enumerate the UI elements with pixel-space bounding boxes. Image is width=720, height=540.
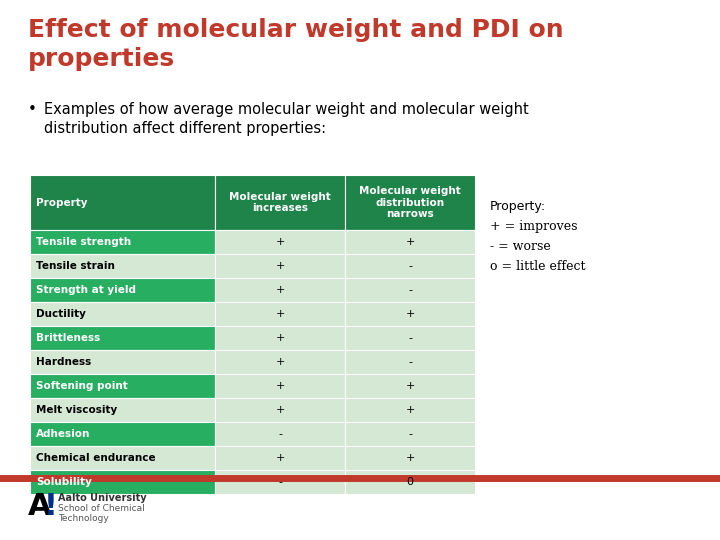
Bar (30, 374, 215, 398)
Bar (215, 175, 345, 230)
Bar (30, 422, 215, 446)
Bar (30, 350, 215, 374)
Text: Molecular weight
distribution
narrows: Molecular weight distribution narrows (359, 186, 461, 219)
Text: Chemical endurance: Chemical endurance (36, 453, 156, 463)
Text: +: + (275, 261, 284, 271)
Text: -: - (408, 285, 412, 295)
Text: -: - (408, 357, 412, 367)
Text: -: - (278, 477, 282, 487)
Text: +: + (275, 333, 284, 343)
Bar (30, 302, 215, 326)
Text: Property: Property (36, 198, 88, 207)
Text: +: + (405, 381, 415, 391)
Bar (30, 398, 215, 422)
Text: •: • (28, 102, 37, 117)
Text: Brittleness: Brittleness (36, 333, 100, 343)
Bar (215, 278, 345, 302)
Bar (345, 326, 475, 350)
Text: Molecular weight
increases: Molecular weight increases (229, 192, 331, 213)
Bar (345, 470, 475, 494)
Bar (215, 374, 345, 398)
Text: Adhesion: Adhesion (36, 429, 91, 439)
Bar (215, 326, 345, 350)
Text: +: + (405, 237, 415, 247)
Text: -: - (278, 429, 282, 439)
Text: Property:: Property: (490, 200, 546, 213)
Text: Tensile strain: Tensile strain (36, 261, 115, 271)
Bar (345, 278, 475, 302)
Text: Solubility: Solubility (36, 477, 92, 487)
Text: +: + (405, 309, 415, 319)
Bar (345, 175, 475, 230)
Bar (215, 254, 345, 278)
Text: Examples of how average molecular weight and molecular weight
distribution affec: Examples of how average molecular weight… (44, 102, 528, 136)
Text: +: + (405, 453, 415, 463)
Bar (345, 302, 475, 326)
Bar (215, 302, 345, 326)
Text: +: + (275, 237, 284, 247)
Bar (345, 230, 475, 254)
Bar (30, 326, 215, 350)
Text: o = little effect: o = little effect (490, 260, 585, 273)
Text: School of Chemical: School of Chemical (58, 504, 145, 513)
Text: Tensile strength: Tensile strength (36, 237, 131, 247)
Text: + = improves: + = improves (490, 220, 577, 233)
Bar (30, 446, 215, 470)
Text: +: + (275, 285, 284, 295)
Text: +: + (405, 405, 415, 415)
Bar (30, 254, 215, 278)
Bar (30, 470, 215, 494)
Bar (30, 278, 215, 302)
Text: +: + (275, 453, 284, 463)
Bar (30, 230, 215, 254)
Text: A: A (28, 492, 52, 521)
Text: !: ! (44, 492, 58, 521)
Bar (345, 446, 475, 470)
Text: - = worse: - = worse (490, 240, 551, 253)
Text: Aalto University: Aalto University (58, 493, 147, 503)
Text: +: + (275, 357, 284, 367)
Text: Softening point: Softening point (36, 381, 127, 391)
Bar (215, 422, 345, 446)
Text: Hardness: Hardness (36, 357, 91, 367)
Text: +: + (275, 309, 284, 319)
Bar (215, 350, 345, 374)
Bar (215, 470, 345, 494)
Bar (345, 422, 475, 446)
Bar (345, 350, 475, 374)
Text: -: - (408, 333, 412, 343)
Text: +: + (275, 381, 284, 391)
Text: -: - (408, 429, 412, 439)
Text: Strength at yield: Strength at yield (36, 285, 136, 295)
Bar (345, 398, 475, 422)
Bar (30, 175, 215, 230)
Text: Melt viscosity: Melt viscosity (36, 405, 117, 415)
Bar (215, 230, 345, 254)
Text: Technology: Technology (58, 514, 109, 523)
Bar (345, 374, 475, 398)
Text: Effect of molecular weight and PDI on
properties: Effect of molecular weight and PDI on pr… (28, 18, 564, 71)
Text: Ductility: Ductility (36, 309, 86, 319)
Bar (215, 398, 345, 422)
Bar (215, 446, 345, 470)
Text: 0: 0 (407, 477, 413, 487)
Text: -: - (408, 261, 412, 271)
Bar (345, 254, 475, 278)
Text: +: + (275, 405, 284, 415)
